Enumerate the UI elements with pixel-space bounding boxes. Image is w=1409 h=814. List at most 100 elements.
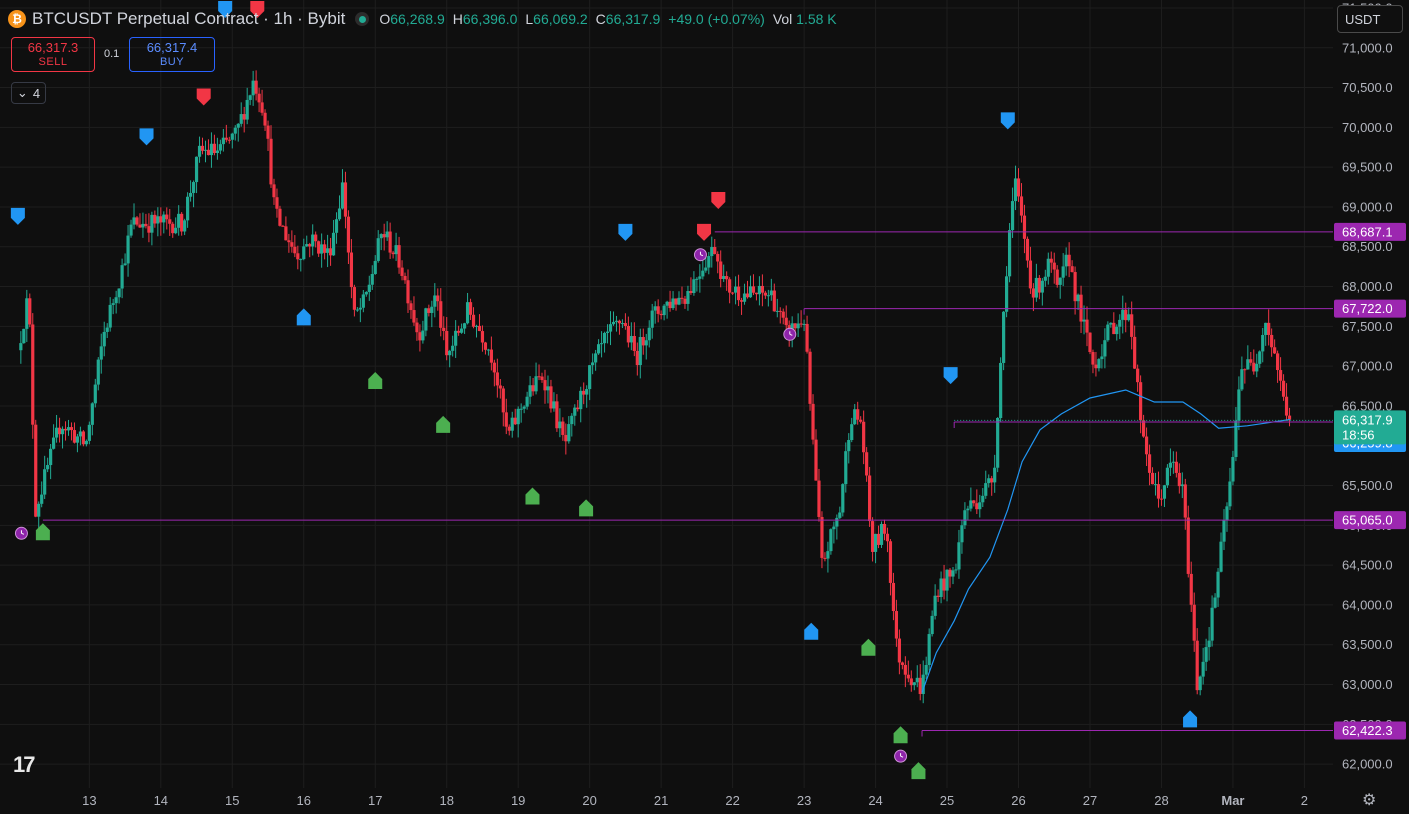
candle-body [1013, 178, 1018, 202]
candle-body [454, 330, 458, 346]
candle-body [186, 196, 190, 221]
close-value: 66,317.9 [605, 11, 661, 27]
candle-body [108, 304, 112, 328]
candle-body [236, 123, 240, 128]
currency-select[interactable]: USDT [1337, 5, 1403, 33]
signal-marker-green-up-icon [579, 499, 594, 517]
candle-body [1267, 322, 1271, 335]
candle-body [915, 677, 919, 683]
candle-body [1276, 353, 1280, 371]
candle-body [120, 265, 124, 289]
candle-body [1210, 607, 1214, 641]
candle-body [382, 234, 386, 238]
candle-body [471, 314, 476, 327]
candle-body [1097, 359, 1101, 369]
candle-body [856, 409, 860, 420]
signal-marker-red-down-icon [697, 223, 712, 241]
candle-body [608, 324, 613, 332]
candle-body [1010, 201, 1015, 231]
candle-body [1055, 269, 1059, 285]
y-axis-tick-label: 63,000.0 [1342, 677, 1393, 692]
candle-body [1273, 347, 1277, 354]
candle-body [1144, 436, 1149, 455]
last-price-tag [1334, 410, 1406, 445]
candle-body [805, 323, 809, 352]
candle-body [302, 246, 306, 260]
candle-body [865, 452, 869, 476]
y-axis-tick-label: 64,000.0 [1342, 597, 1393, 612]
candle-body [748, 286, 753, 298]
candle-body [1067, 254, 1071, 267]
candle-body [194, 156, 199, 183]
candle-body [415, 322, 419, 333]
x-axis-tick-label: 17 [368, 793, 382, 808]
candle-body [1136, 368, 1140, 383]
candle-body [111, 303, 115, 305]
settings-gear-icon[interactable]: ⚙ [1362, 792, 1377, 809]
candle-body [57, 427, 62, 435]
candle-body [599, 343, 604, 345]
candle-body [1016, 178, 1021, 197]
candle-body [123, 263, 127, 266]
sell-label: SELL [38, 56, 68, 68]
candle-body [1255, 363, 1259, 372]
candle-body [1201, 661, 1205, 677]
candle-body [882, 523, 887, 534]
candle-body [573, 407, 577, 416]
candle-body [1002, 311, 1006, 363]
y-axis-tick-label: 67,500.0 [1342, 319, 1393, 334]
candle-body [802, 323, 806, 325]
candle-body [838, 512, 842, 518]
candle-body [739, 300, 744, 302]
candle-body [620, 323, 625, 325]
tradingview-logo-icon[interactable]: 17 [13, 752, 36, 777]
candle-body [317, 241, 321, 254]
candle-body [653, 306, 657, 311]
x-axis-tick-label: 21 [654, 793, 668, 808]
candle-body [820, 516, 824, 558]
candle-body [1076, 294, 1080, 302]
candle-body [1180, 484, 1184, 487]
candle-body [430, 306, 434, 313]
candle-body [948, 569, 952, 577]
candle-body [629, 336, 633, 343]
candle-body [1177, 472, 1181, 487]
buy-price: 66,317.4 [146, 40, 198, 55]
candle-body [72, 430, 77, 443]
candle-body [570, 415, 574, 425]
candle-body [281, 225, 285, 227]
candle-body [957, 542, 961, 570]
candle-body [1165, 467, 1170, 486]
order-quantity[interactable]: 0.1 [104, 48, 120, 60]
candle-body [1049, 258, 1053, 263]
candle-body [945, 569, 949, 591]
x-axis-tick-label: 25 [940, 793, 954, 808]
candle-body [585, 389, 589, 395]
buy-label: BUY [159, 56, 185, 68]
candle-body [1124, 309, 1128, 321]
candle-body [457, 330, 461, 333]
candle-body [555, 401, 559, 429]
candle-body [171, 223, 175, 234]
candle-body [1094, 364, 1098, 369]
x-axis-tick-label: 20 [582, 793, 596, 808]
candle-body [180, 213, 184, 232]
candle-body [37, 503, 41, 517]
y-axis-tick-label: 66,500.0 [1342, 398, 1393, 413]
sell-button[interactable]: 66,317.3 SELL [11, 37, 95, 72]
x-axis-tick-label: 16 [297, 793, 311, 808]
candle-body [197, 145, 202, 157]
candle-body [707, 256, 711, 268]
candle-body [710, 247, 714, 257]
buy-button[interactable]: 66,317.4 BUY [129, 37, 215, 72]
candle-body [162, 214, 166, 223]
symbol-title[interactable]: BTCUSDT Perpetual Contract · 1h · Bybit [32, 9, 346, 28]
indicators-toggle-button[interactable]: ⌄ 4 [11, 82, 46, 104]
market-status-icon[interactable] [355, 12, 370, 26]
candle-body [245, 99, 249, 120]
candle-body [1219, 541, 1223, 572]
candle-body [978, 502, 982, 510]
candle-body [680, 297, 684, 299]
candle-body [257, 93, 261, 103]
